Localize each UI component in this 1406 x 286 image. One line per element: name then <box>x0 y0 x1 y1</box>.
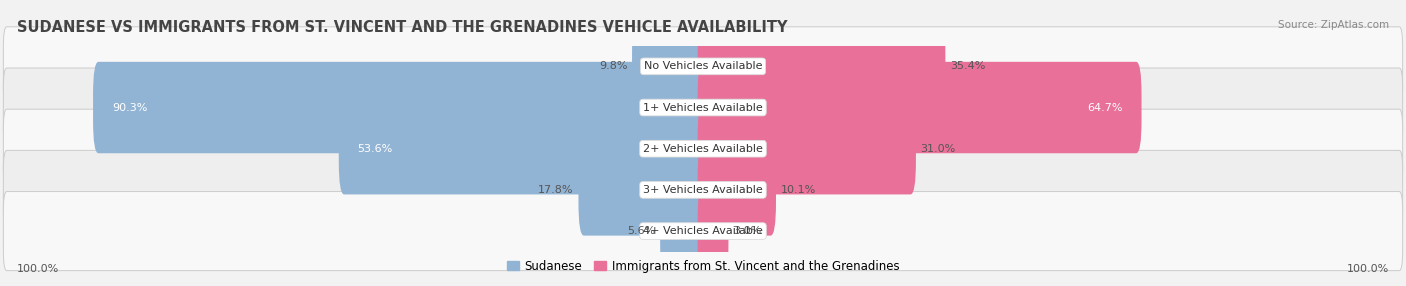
Text: Source: ZipAtlas.com: Source: ZipAtlas.com <box>1278 20 1389 30</box>
Text: 1+ Vehicles Available: 1+ Vehicles Available <box>643 103 763 112</box>
Text: No Vehicles Available: No Vehicles Available <box>644 61 762 71</box>
FancyBboxPatch shape <box>697 62 1142 153</box>
FancyBboxPatch shape <box>3 192 1403 271</box>
FancyBboxPatch shape <box>3 109 1403 188</box>
FancyBboxPatch shape <box>697 103 915 194</box>
Text: SUDANESE VS IMMIGRANTS FROM ST. VINCENT AND THE GRENADINES VEHICLE AVAILABILITY: SUDANESE VS IMMIGRANTS FROM ST. VINCENT … <box>17 20 787 35</box>
Text: 9.8%: 9.8% <box>599 61 627 71</box>
FancyBboxPatch shape <box>93 62 709 153</box>
Text: 17.8%: 17.8% <box>538 185 574 195</box>
Text: 2+ Vehicles Available: 2+ Vehicles Available <box>643 144 763 154</box>
FancyBboxPatch shape <box>3 68 1403 147</box>
Text: 3+ Vehicles Available: 3+ Vehicles Available <box>643 185 763 195</box>
FancyBboxPatch shape <box>697 185 728 277</box>
FancyBboxPatch shape <box>697 144 776 236</box>
Text: 4+ Vehicles Available: 4+ Vehicles Available <box>643 226 763 236</box>
Text: 100.0%: 100.0% <box>1347 264 1389 274</box>
FancyBboxPatch shape <box>3 27 1403 106</box>
Text: 90.3%: 90.3% <box>112 103 148 112</box>
Text: 5.6%: 5.6% <box>627 226 655 236</box>
FancyBboxPatch shape <box>3 150 1403 229</box>
FancyBboxPatch shape <box>578 144 709 236</box>
Text: 100.0%: 100.0% <box>17 264 59 274</box>
Text: 31.0%: 31.0% <box>921 144 956 154</box>
FancyBboxPatch shape <box>339 103 709 194</box>
FancyBboxPatch shape <box>697 21 945 112</box>
Text: 35.4%: 35.4% <box>950 61 986 71</box>
Text: 53.6%: 53.6% <box>357 144 392 154</box>
FancyBboxPatch shape <box>661 185 709 277</box>
Legend: Sudanese, Immigrants from St. Vincent and the Grenadines: Sudanese, Immigrants from St. Vincent an… <box>502 255 904 277</box>
FancyBboxPatch shape <box>633 21 709 112</box>
Text: 64.7%: 64.7% <box>1087 103 1123 112</box>
Text: 3.0%: 3.0% <box>733 226 762 236</box>
Text: 10.1%: 10.1% <box>780 185 815 195</box>
